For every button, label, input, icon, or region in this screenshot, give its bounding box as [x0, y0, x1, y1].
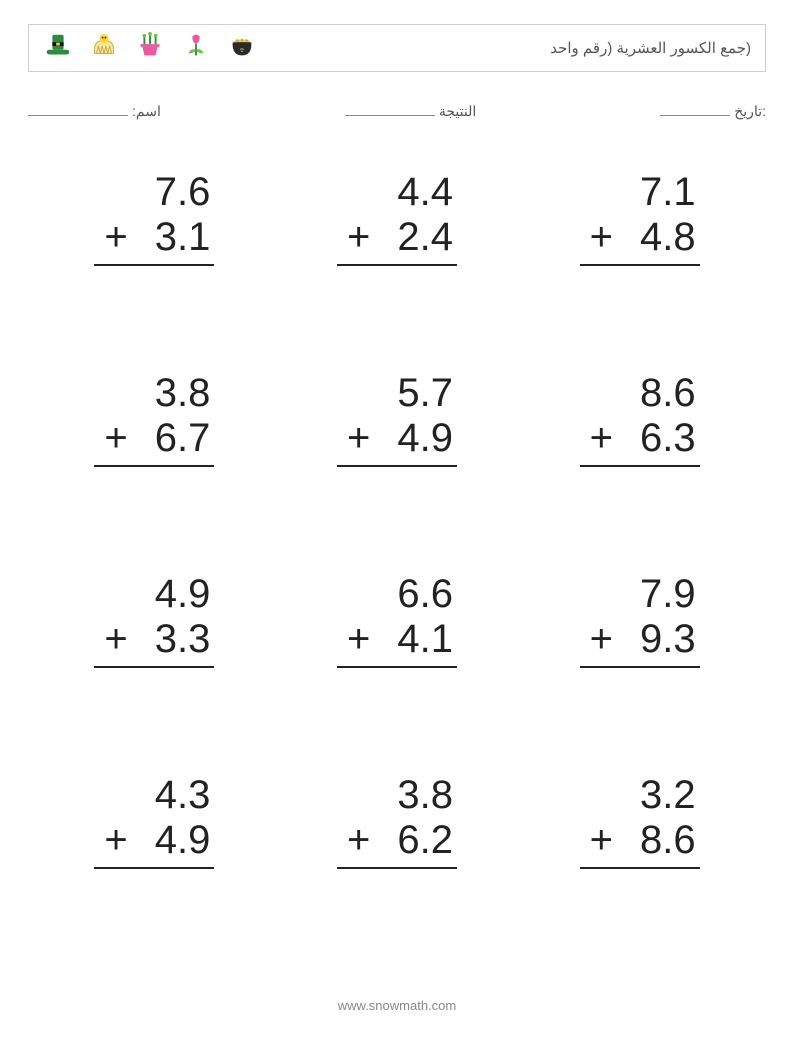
date-field: :تاريخ [660, 102, 766, 120]
operand-a: 4.3 [130, 773, 210, 818]
header-bar: (جمع الكسور العشرية (رقم واحد [28, 24, 766, 72]
operator: + [347, 818, 373, 863]
operand-a: 3.8 [373, 773, 453, 818]
operand-a: 5.7 [373, 371, 453, 416]
name-label: اسم: [132, 103, 161, 120]
problem-11: 3.8+6.2 [337, 773, 457, 869]
operand-a: 4.4 [373, 170, 453, 215]
operator: + [104, 416, 130, 461]
problem-9: 7.9+9.3 [580, 572, 700, 668]
operand-a: 8.6 [616, 371, 696, 416]
operator: + [347, 215, 373, 260]
labels-row: :تاريخ النتيجة اسم: [28, 102, 766, 120]
operand-b: 3.3 [130, 617, 210, 662]
problem-3: 7.1+4.8 [580, 170, 700, 266]
problem-10: 4.3+4.9 [94, 773, 214, 869]
flowerpot-icon [135, 31, 165, 66]
pot-icon [227, 31, 257, 66]
operand-b: 6.7 [130, 416, 210, 461]
operand-b: 6.2 [373, 818, 453, 863]
operand-b: 2.4 [373, 215, 453, 260]
operand-a: 4.9 [130, 572, 210, 617]
operand-b: 3.1 [130, 215, 210, 260]
operand-a: 3.2 [616, 773, 696, 818]
tulip-icon [181, 31, 211, 66]
problem-8: 6.6+4.1 [337, 572, 457, 668]
problems-grid: 7.6+3.14.4+2.47.1+4.83.8+6.75.7+4.98.6+6… [28, 170, 766, 869]
date-label: :تاريخ [734, 103, 766, 120]
operand-b: 4.8 [616, 215, 696, 260]
operand-a: 7.9 [616, 572, 696, 617]
problem-2: 4.4+2.4 [337, 170, 457, 266]
operator: + [590, 617, 616, 662]
operand-a: 6.6 [373, 572, 453, 617]
problem-5: 5.7+4.9 [337, 371, 457, 467]
score-label: النتيجة [439, 103, 476, 120]
footer-text: www.snowmath.com [0, 998, 794, 1013]
score-underline [345, 102, 435, 116]
problem-7: 4.9+3.3 [94, 572, 214, 668]
operand-a: 7.1 [616, 170, 696, 215]
score-field: النتيجة [345, 102, 476, 120]
problem-12: 3.2+8.6 [580, 773, 700, 869]
operand-a: 7.6 [130, 170, 210, 215]
chick-icon [89, 31, 119, 66]
name-field: اسم: [28, 102, 161, 120]
operator: + [347, 416, 373, 461]
date-underline [660, 102, 730, 116]
operator: + [590, 215, 616, 260]
hat-icon [43, 31, 73, 66]
problem-1: 7.6+3.1 [94, 170, 214, 266]
operand-b: 4.9 [373, 416, 453, 461]
name-underline [28, 102, 128, 116]
operator: + [590, 416, 616, 461]
operand-b: 8.6 [616, 818, 696, 863]
problem-4: 3.8+6.7 [94, 371, 214, 467]
operator: + [590, 818, 616, 863]
operator: + [104, 215, 130, 260]
operand-b: 4.9 [130, 818, 210, 863]
operator: + [104, 617, 130, 662]
operand-b: 6.3 [616, 416, 696, 461]
worksheet-title: (جمع الكسور العشرية (رقم واحد [550, 39, 751, 57]
worksheet-page: (جمع الكسور العشرية (رقم واحد :تاريخ الن… [0, 0, 794, 1053]
header-icon-row [43, 31, 257, 66]
operand-b: 9.3 [616, 617, 696, 662]
operand-a: 3.8 [130, 371, 210, 416]
operator: + [104, 818, 130, 863]
operator: + [347, 617, 373, 662]
operand-b: 4.1 [373, 617, 453, 662]
problem-6: 8.6+6.3 [580, 371, 700, 467]
